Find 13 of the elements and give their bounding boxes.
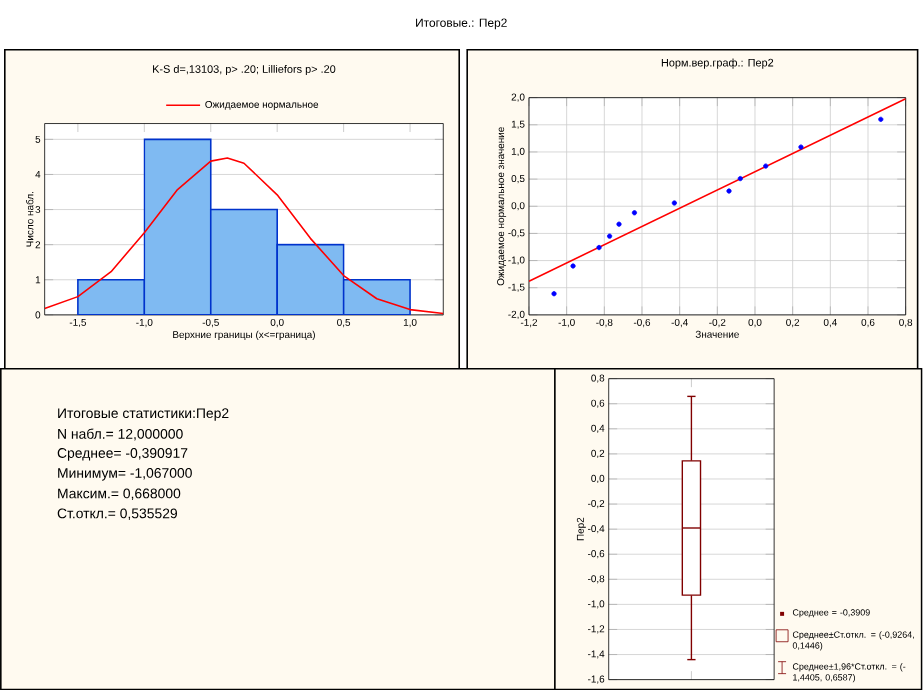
point: [671, 200, 677, 206]
point: [570, 263, 576, 269]
line-series: [44, 156, 444, 315]
point: [763, 163, 769, 169]
point: [607, 233, 613, 239]
point: [737, 175, 743, 181]
point: [798, 144, 804, 150]
point: [616, 221, 622, 227]
point: [551, 290, 557, 297]
point: [596, 244, 602, 250]
point: [878, 116, 884, 122]
point: [631, 210, 638, 216]
point: [726, 188, 732, 194]
